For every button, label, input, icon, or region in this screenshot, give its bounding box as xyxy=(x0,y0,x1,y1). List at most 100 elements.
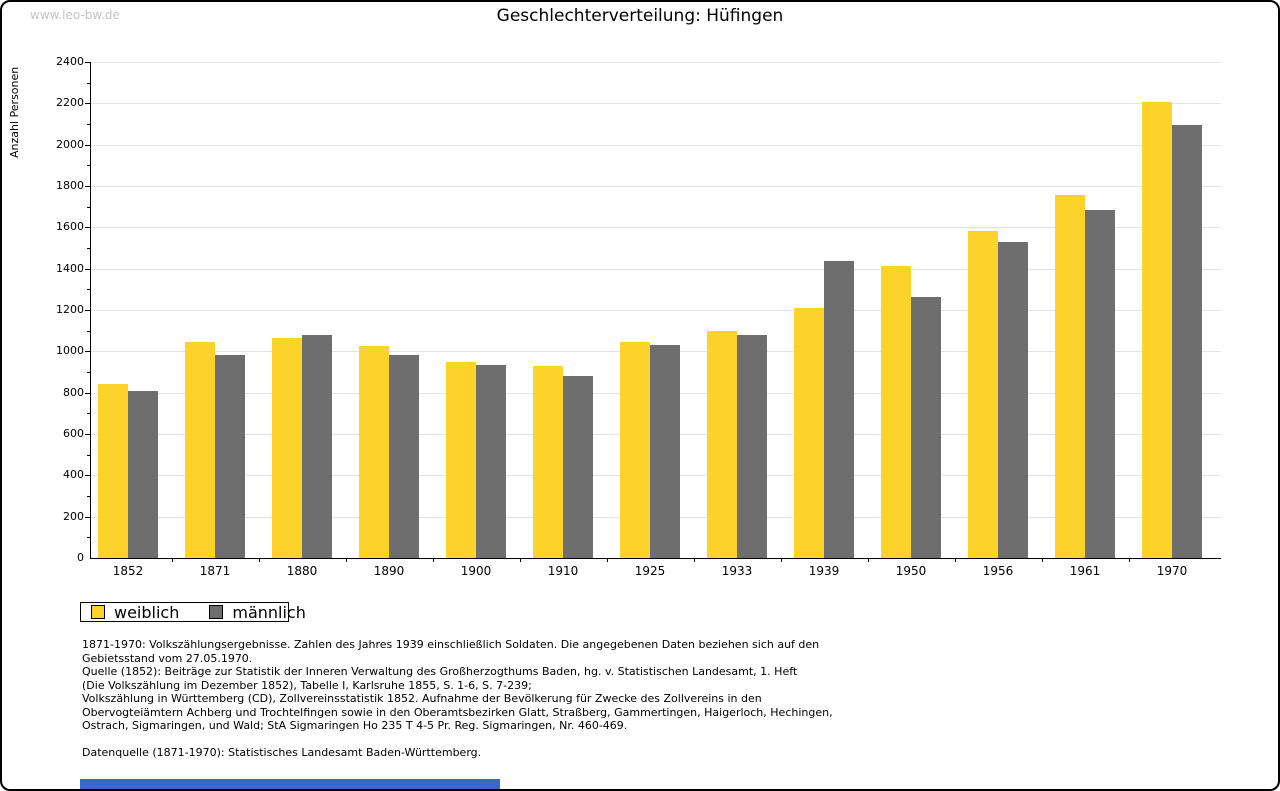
footnotes: 1871-1970: Volkszählungsergebnisse. Zahl… xyxy=(82,638,833,760)
bar-männlich-1956 xyxy=(998,241,1028,558)
footnote-line: Ostrach, Sigmaringen, und Wald; StA Sigm… xyxy=(82,719,628,732)
bar-weiblich-1939 xyxy=(794,307,824,558)
x-tick-label-1956: 1956 xyxy=(982,564,1014,578)
bar-weiblich-1961 xyxy=(1055,195,1085,558)
bar-männlich-1910 xyxy=(563,376,593,558)
y-minor-tick xyxy=(87,496,90,497)
x-tick-label-1880: 1880 xyxy=(286,564,318,578)
bar-weiblich-1910 xyxy=(533,365,563,558)
y-major-tick xyxy=(85,268,90,270)
bar-männlich-1939 xyxy=(824,261,854,558)
y-tick-label: 400 xyxy=(63,468,84,482)
bar-männlich-1961 xyxy=(1085,209,1115,558)
bar-männlich-1880 xyxy=(302,334,332,558)
y-major-tick xyxy=(85,310,90,311)
y-tick-label: 1400 xyxy=(56,261,84,275)
bar-weiblich-1925 xyxy=(620,342,650,558)
y-minor-tick xyxy=(87,206,90,208)
y-major-tick xyxy=(85,144,90,146)
y-major-tick xyxy=(85,434,90,435)
y-tick-label: 1600 xyxy=(56,220,84,234)
y-tick-label: 1800 xyxy=(56,179,84,192)
y-gridline xyxy=(91,103,1221,105)
y-minor-tick xyxy=(87,372,90,373)
x-tick xyxy=(258,558,260,562)
y-gridline xyxy=(91,310,1221,311)
y-gridline xyxy=(91,227,1221,229)
x-tick xyxy=(519,558,521,562)
bar-männlich-1970 xyxy=(1172,125,1202,558)
y-major-tick xyxy=(85,516,90,518)
x-tick xyxy=(954,558,956,562)
x-tick-label-1970: 1970 xyxy=(1156,564,1188,578)
footnote-line: Quelle (1852): Beiträge zur Statistik de… xyxy=(82,665,798,678)
watermark: www.leo-bw.de xyxy=(30,8,120,22)
y-tick-label: 200 xyxy=(63,509,84,523)
bar-männlich-1871 xyxy=(215,355,245,558)
legend: weiblich männlich xyxy=(80,602,306,622)
y-tick-label: 2200 xyxy=(56,96,84,110)
bar-weiblich-1890 xyxy=(359,346,389,558)
y-gridline xyxy=(91,268,1221,270)
x-tick xyxy=(345,558,347,562)
bar-weiblich-1852 xyxy=(98,384,128,558)
bar-weiblich-1950 xyxy=(881,265,911,558)
y-minor-tick xyxy=(87,413,90,415)
footnote-line: Gebietsstand vom 27.05.1970. xyxy=(82,651,253,665)
legend-label-weiblich: weiblich xyxy=(114,602,180,622)
y-tick-label: 0 xyxy=(77,551,84,564)
legend-item-weiblich: weiblich xyxy=(91,603,179,622)
bar-männlich-1950 xyxy=(911,296,941,558)
bar-weiblich-1956 xyxy=(968,231,998,558)
y-gridline xyxy=(91,186,1221,187)
x-tick xyxy=(171,558,173,562)
y-major-tick xyxy=(85,227,90,229)
x-tick xyxy=(606,558,608,562)
x-tick xyxy=(780,558,782,562)
footnote-line: 1871-1970: Volkszählungsergebnisse. Zahl… xyxy=(82,638,820,651)
y-minor-tick xyxy=(87,289,90,291)
y-major-tick xyxy=(85,392,90,394)
x-tick xyxy=(432,558,434,562)
bar-männlich-1925 xyxy=(650,345,680,558)
y-major-tick xyxy=(85,351,90,353)
bar-weiblich-1900 xyxy=(446,361,476,558)
footnote-line: Volkszählung in Württemberg (CD), Zollve… xyxy=(82,692,762,705)
bar-weiblich-1970 xyxy=(1142,102,1172,558)
footnote-line: (Die Volkszählung im Dezember 1852), Tab… xyxy=(82,678,532,692)
bar-weiblich-1880 xyxy=(272,337,302,558)
x-tick-label-1900: 1900 xyxy=(460,564,492,578)
y-axis-title: Anzahl Personen xyxy=(8,66,21,158)
y-gridline xyxy=(91,144,1221,146)
legend-label-maennlich: männlich xyxy=(232,602,306,622)
legend-item-maennlich: männlich xyxy=(209,603,306,622)
x-tick xyxy=(693,558,695,562)
x-tick-label-1939: 1939 xyxy=(808,564,840,578)
x-tick-label-1890: 1890 xyxy=(373,564,405,578)
x-tick-label-1852: 1852 xyxy=(112,564,144,578)
y-minor-tick xyxy=(87,82,90,84)
x-tick-label-1871: 1871 xyxy=(199,564,231,578)
y-minor-tick xyxy=(87,248,90,249)
bar-weiblich-1933 xyxy=(707,330,737,558)
y-minor-tick xyxy=(87,330,90,332)
plot-area: 1852 1871 1880 1890 1900 1910 1925 1933 1939 1950… xyxy=(85,62,1221,578)
bottom-blue-bar xyxy=(80,779,500,789)
bar-männlich-1852 xyxy=(128,390,158,558)
footnote-line: Obervogteiämtern Achberg und Trochtelfin… xyxy=(82,705,833,719)
y-gridline xyxy=(91,62,1221,63)
weiblich-swatch xyxy=(91,605,105,619)
x-tick-label-1925: 1925 xyxy=(634,564,666,578)
x-tick xyxy=(867,558,869,562)
y-major-tick xyxy=(85,186,90,187)
y-major-tick xyxy=(85,103,90,105)
bar-männlich-1900 xyxy=(476,364,506,558)
y-tick-label: 2000 xyxy=(56,137,84,151)
bar-männlich-1890 xyxy=(389,355,419,558)
x-tick xyxy=(1128,558,1130,562)
y-tick-label: 800 xyxy=(63,385,84,399)
y-major-tick xyxy=(85,62,90,63)
x-tick-label-1950: 1950 xyxy=(895,564,927,578)
x-tick-label-1933: 1933 xyxy=(721,564,753,578)
